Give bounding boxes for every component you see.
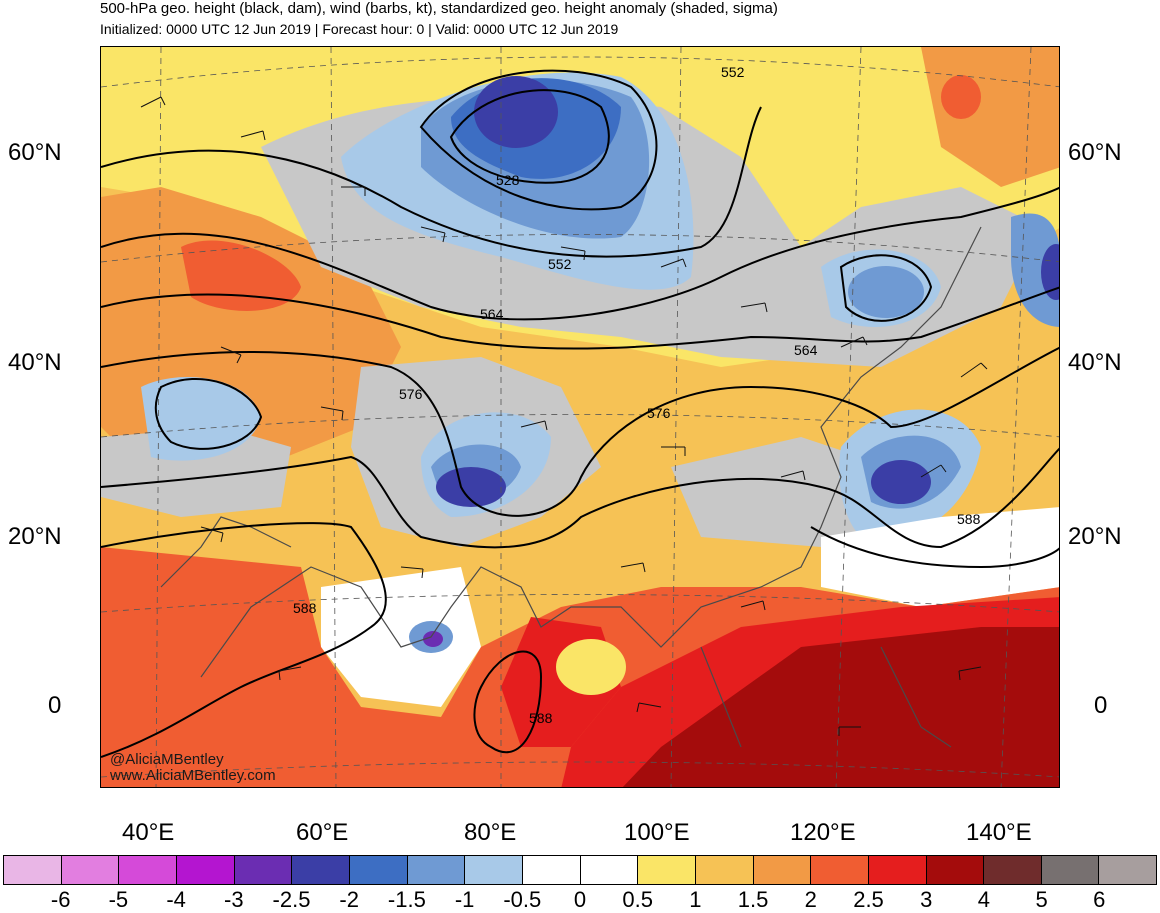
lon-label-120e: 120°E [790, 819, 856, 846]
colorbar-cell [234, 856, 293, 884]
coastlines [160, 226, 982, 748]
negative-anomaly-turkey [141, 377, 261, 461]
colorbar-tick-label: -4 [166, 887, 186, 912]
map-panel: 552 528 552 564 564 576 576 588 588 588 [100, 46, 1060, 788]
colorbar-cell [1099, 856, 1157, 884]
lat-label-60n-right: 60°N [1068, 139, 1122, 166]
contour-label-552: 552 [548, 256, 572, 272]
lat-label-equator-left: 0 [48, 692, 62, 719]
contour-label-588-south: 588 [529, 710, 553, 726]
weak-anomaly-indochina [556, 639, 626, 695]
negative-anomaly-manchuria-core [848, 266, 924, 318]
colorbar-cell [176, 856, 235, 884]
colorbar-tick-label: -1 [454, 887, 475, 912]
negative-anomaly-pacific-core [1041, 244, 1059, 300]
contour-label-588-west: 588 [293, 600, 317, 616]
colorbar-tick-label: -3 [224, 887, 244, 912]
colorbar-cell [1041, 856, 1100, 884]
colorbar-tick-label: 1.5 [737, 887, 769, 912]
lat-label-40n-left: 40°N [8, 349, 62, 376]
graticule [101, 47, 1059, 787]
credit-website: www.AliciaMBentley.com [110, 767, 276, 784]
neutral-east-china-sea [821, 507, 1059, 607]
lon-label-100e: 100°E [624, 819, 690, 846]
lon-label-80e: 80°E [464, 819, 517, 846]
colorbar-cell [926, 856, 985, 884]
colorbar-cell [638, 856, 696, 884]
lat-label-60n-left: 60°N [8, 139, 62, 166]
colorbar-cell [522, 856, 581, 884]
contour-label-564-east: 564 [794, 342, 818, 358]
colorbar-cell [984, 856, 1042, 884]
contour-label-552-ne: 552 [721, 64, 745, 80]
colorbar-tick-label: 3 [920, 887, 933, 912]
colorbar-tick-label: 2 [804, 887, 817, 912]
anomaly-core-europe [181, 240, 301, 311]
colorbar-tick-label: 4 [977, 887, 991, 912]
neutral-region-mideast [101, 427, 291, 517]
lon-label-60e: 60°E [296, 819, 349, 846]
colorbar-cell [4, 856, 62, 884]
negative-anomaly-tibet-core [436, 467, 506, 507]
lon-label-40e: 40°E [122, 819, 175, 846]
contour-label-564-west: 564 [480, 306, 504, 322]
colorbar-tick-label: -5 [108, 887, 129, 912]
colorbar-tick-label: -2.5 [272, 887, 311, 912]
colorbar-tick-label: 0.5 [622, 887, 653, 912]
negative-anomaly-siberia-core [474, 76, 558, 148]
colorbar-tick-label: -0.5 [503, 887, 542, 912]
colorbar-cell [465, 856, 523, 884]
negative-anomaly-japan-core [871, 460, 931, 504]
lat-label-20n-left: 20°N [8, 523, 62, 550]
colorbar-cell [407, 856, 466, 884]
colorbar-cell [61, 856, 120, 884]
colorbar-cell [695, 856, 754, 884]
colorbar [3, 855, 1157, 885]
map-title: 500-hPa geo. height (black, dam), wind (… [100, 0, 778, 17]
lat-label-40n-right: 40°N [1068, 349, 1122, 376]
colorbar-cell [753, 856, 812, 884]
neutral-arabian-sea [321, 567, 481, 707]
colorbar-tick-label: -2 [339, 887, 359, 912]
colorbar-tick-label: -6 [50, 887, 71, 912]
credit-handle: @AliciaMBentley [110, 751, 224, 768]
author-credit: @AliciaMBentley www.AliciaMBentley.com [110, 752, 276, 784]
colorbar-cell [349, 856, 408, 884]
contour-label-576-east: 576 [647, 405, 671, 421]
lon-label-140e: 140°E [966, 819, 1032, 846]
colorbar-cell [580, 856, 639, 884]
map-canvas [101, 47, 1059, 787]
anomaly-core-northeast [941, 75, 981, 119]
contour-label-576-west: 576 [399, 386, 423, 402]
negative-anomaly-pacific [1011, 213, 1059, 327]
colorbar-cell [868, 856, 927, 884]
wind-barbs [140, 96, 988, 736]
colorbar-tick-label: 1 [689, 887, 702, 912]
colorbar-cell [119, 856, 177, 884]
colorbar-tick-label: 5 [1035, 887, 1048, 912]
colorbar-cell [292, 856, 350, 884]
lat-label-equator-right: 0 [1094, 692, 1108, 719]
contour-label-588-japan: 588 [957, 511, 981, 527]
height-contours [101, 69, 1059, 758]
lat-label-20n-right: 20°N [1068, 523, 1122, 550]
colorbar-tick-label: -1.5 [387, 887, 426, 912]
contour-label-528: 528 [496, 172, 520, 188]
map-subtitle: Initialized: 0000 UTC 12 Jun 2019 | Fore… [100, 21, 619, 37]
colorbar-tick-label: 2.5 [853, 887, 884, 912]
colorbar-cell [811, 856, 869, 884]
cyclone-anomaly-core [423, 631, 443, 647]
colorbar-tick-label: 6 [1093, 887, 1106, 912]
colorbar-tick-label: 0 [573, 887, 587, 912]
